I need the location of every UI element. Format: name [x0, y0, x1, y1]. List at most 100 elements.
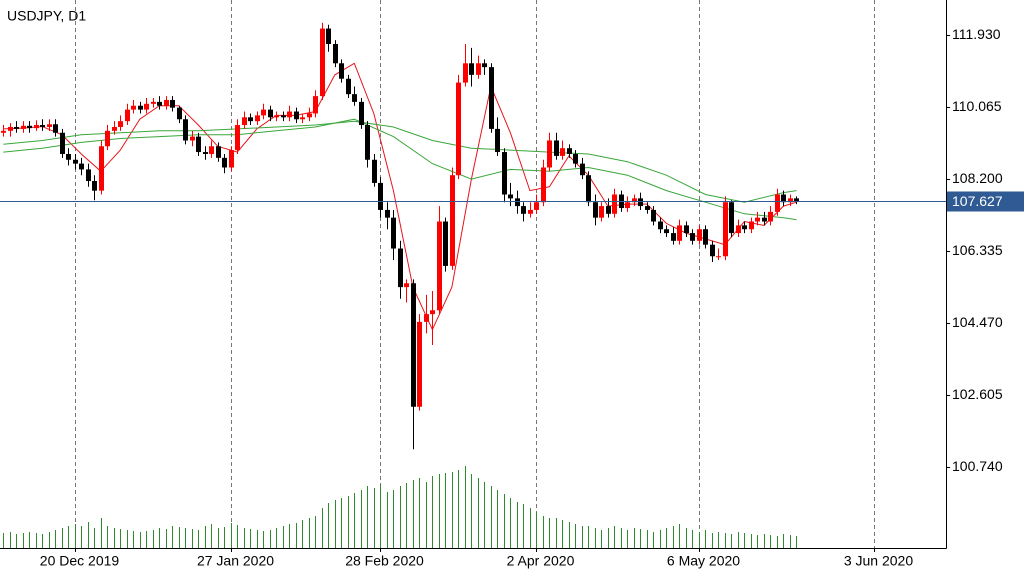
candle-body: [196, 136, 201, 153]
grid: [75, 0, 875, 548]
candle-body: [47, 124, 52, 127]
candle-body: [190, 136, 195, 141]
candle-body: [502, 152, 507, 195]
current-price-box: [947, 191, 1024, 212]
candle-body: [235, 125, 240, 151]
x-tick-label: 6 May 2020: [667, 553, 740, 569]
candle-body: [567, 148, 572, 154]
candle-body: [710, 244, 715, 257]
candle-body: [495, 128, 500, 153]
candle-body: [326, 28, 331, 44]
y-tick-label: 111.930: [952, 26, 1001, 42]
candle-body: [541, 167, 546, 203]
moving-average-line: [3, 120, 797, 203]
candle-body: [528, 209, 533, 214]
candle-body: [664, 229, 669, 234]
candle-body: [27, 125, 32, 129]
candle-body: [638, 198, 643, 207]
candle-body: [749, 221, 754, 230]
y-tick-label: 106.335: [952, 242, 1003, 258]
candle-body: [437, 221, 442, 311]
candle-body: [794, 198, 799, 202]
x-tick-label: 2 Apr 2020: [507, 553, 575, 569]
candle-body: [729, 202, 734, 234]
candle-body: [274, 115, 279, 118]
candle-body: [424, 314, 429, 322]
candle-body: [255, 115, 260, 122]
candle-body: [1, 130, 6, 133]
candle-body: [131, 105, 136, 110]
candle-body: [339, 63, 344, 79]
candle-body: [482, 63, 487, 68]
candle-body: [157, 101, 162, 106]
candle-body: [736, 225, 741, 234]
candle-body: [222, 157, 227, 168]
candle-body: [125, 109, 130, 122]
candle-layer: [1, 22, 799, 450]
candle-body: [105, 130, 110, 147]
candle-body: [417, 321, 422, 407]
candle-body: [515, 198, 520, 207]
candle-body: [775, 194, 780, 212]
candle-body: [463, 63, 468, 83]
candle-body: [40, 125, 45, 127]
candle-body: [430, 310, 435, 315]
candle-body: [625, 202, 630, 209]
candle-body: [248, 117, 253, 122]
candle-body: [209, 146, 214, 154]
candle-body: [560, 148, 565, 156]
candle-body: [554, 140, 559, 156]
candle-body: [684, 225, 689, 234]
candle-body: [359, 101, 364, 126]
candle-body: [593, 202, 598, 218]
x-tick-label: 3 Jun 2020: [844, 553, 913, 569]
ma-layer: [3, 62, 797, 331]
candle-body: [599, 206, 604, 218]
candle-body: [398, 248, 403, 288]
candle-body: [229, 150, 234, 168]
candle-body: [645, 206, 650, 210]
y-tick-label: 102.605: [952, 386, 1003, 402]
candle-body: [534, 202, 539, 210]
candle-body: [151, 101, 156, 104]
y-tick-label: 100.740: [952, 458, 1003, 474]
candle-body: [586, 175, 591, 203]
candle-body: [8, 126, 13, 131]
candle-body: [86, 169, 91, 181]
x-tick-label: 27 Jan 2020: [197, 553, 274, 569]
candle-body: [164, 99, 169, 106]
moving-average-line: [3, 118, 797, 221]
y-tick-label: 108.200: [952, 170, 1003, 186]
candle-body: [703, 229, 708, 245]
y-tick-label: 104.470: [952, 314, 1003, 330]
candle-body: [651, 209, 656, 222]
candle-body: [112, 126, 117, 131]
candle-body: [170, 99, 175, 108]
candle-body: [781, 194, 786, 203]
candle-body: [99, 146, 104, 191]
candle-body: [138, 105, 143, 110]
candle-body: [547, 140, 552, 168]
candle-body: [287, 111, 292, 118]
candle-body: [443, 221, 448, 266]
candle-body: [690, 233, 695, 241]
candle-body: [606, 206, 611, 214]
chart-title: USDJPY, D1: [7, 8, 86, 24]
candle-body: [320, 28, 325, 97]
candle-body: [346, 78, 351, 95]
moving-average-line: [3, 62, 797, 331]
candle-body: [177, 107, 182, 120]
candle-body: [307, 113, 312, 118]
candle-body: [391, 217, 396, 249]
candle-body: [66, 153, 71, 160]
candle-body: [53, 124, 58, 133]
candle-body: [60, 132, 65, 154]
candle-body: [73, 159, 78, 164]
candle-body: [300, 117, 305, 120]
candle-body: [404, 283, 409, 288]
candle-body: [21, 125, 26, 129]
candle-body: [333, 43, 338, 64]
candle-body: [456, 82, 461, 176]
